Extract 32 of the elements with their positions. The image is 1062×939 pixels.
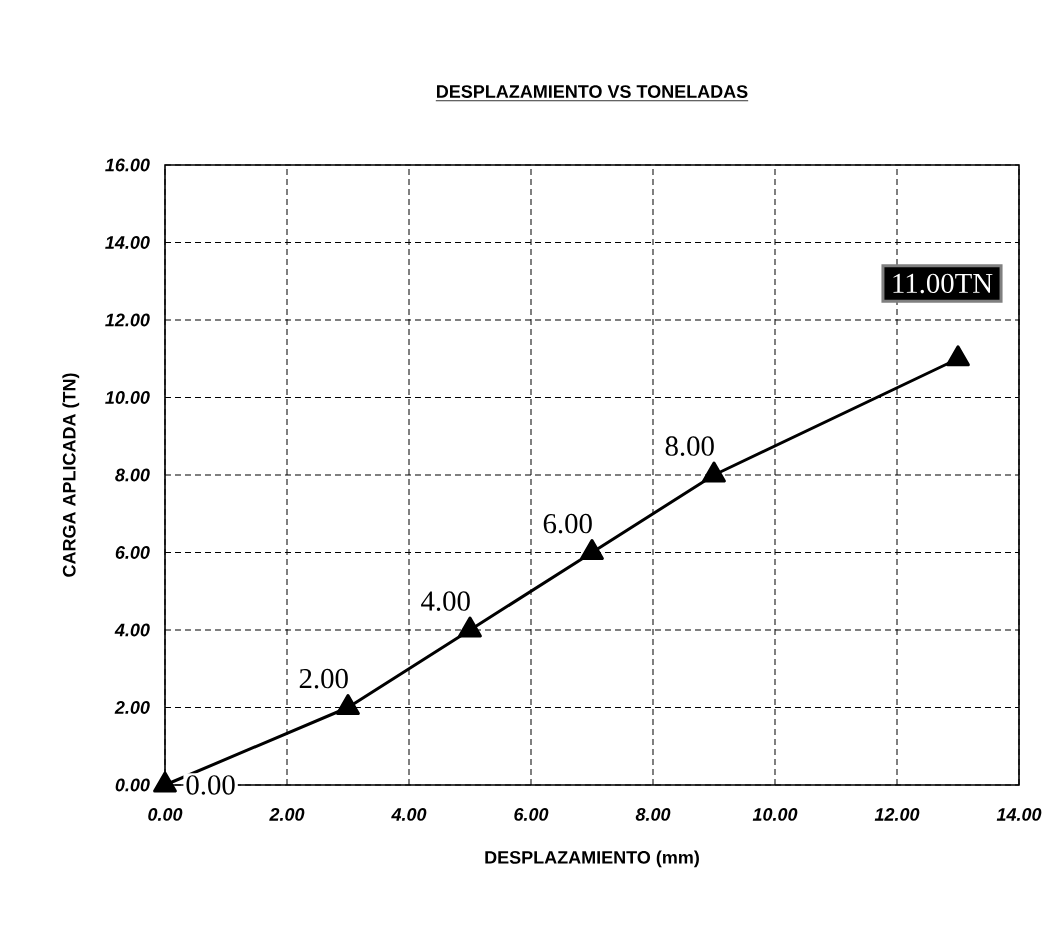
y-tick-label: 0.00 [115, 778, 150, 792]
x-tick-label: 8.00 [635, 808, 671, 821]
data-label: 4.00 [421, 591, 470, 611]
data-label: 6.00 [543, 513, 592, 534]
data-label: 8.00 [665, 436, 714, 456]
x-tick-label: 0.00 [148, 808, 183, 821]
data-label: 0.00 [186, 775, 235, 795]
point [946, 345, 970, 367]
point [702, 461, 726, 483]
point [153, 771, 177, 793]
y-tick-label: 2.00 [114, 701, 150, 714]
data-label: 2.00 [299, 668, 348, 689]
y-tick-label: 14.00 [105, 236, 150, 249]
y-axis-title: CARGA APLICADA (TN) [62, 373, 80, 577]
x-tick-label: 4.00 [391, 808, 427, 821]
annotation: 11.00TN [893, 273, 993, 294]
point [580, 539, 604, 560]
y-tick-label: 10.00 [105, 391, 150, 404]
x-tick-label: 12.00 [874, 808, 920, 821]
x-tick-label: 14.00 [996, 808, 1042, 821]
y-tick-label: 16.00 [105, 158, 150, 172]
point [336, 694, 360, 715]
y-tick-label: 12.00 [105, 313, 150, 327]
x-tick-label: 10.00 [752, 808, 798, 821]
y-tick-label: 8.00 [115, 468, 150, 482]
y-tick-label: 6.00 [115, 546, 150, 559]
point [458, 616, 482, 638]
x-tick-label: 2.00 [269, 808, 305, 821]
y-tick-label: 4.00 [114, 623, 150, 637]
chart-title: DESPLAZAMIENTO VS TONELADAS [437, 85, 748, 98]
x-tick-label: 6.00 [514, 808, 549, 821]
x-axis-title: DESPLAZAMIENTO (mm) [485, 850, 699, 868]
